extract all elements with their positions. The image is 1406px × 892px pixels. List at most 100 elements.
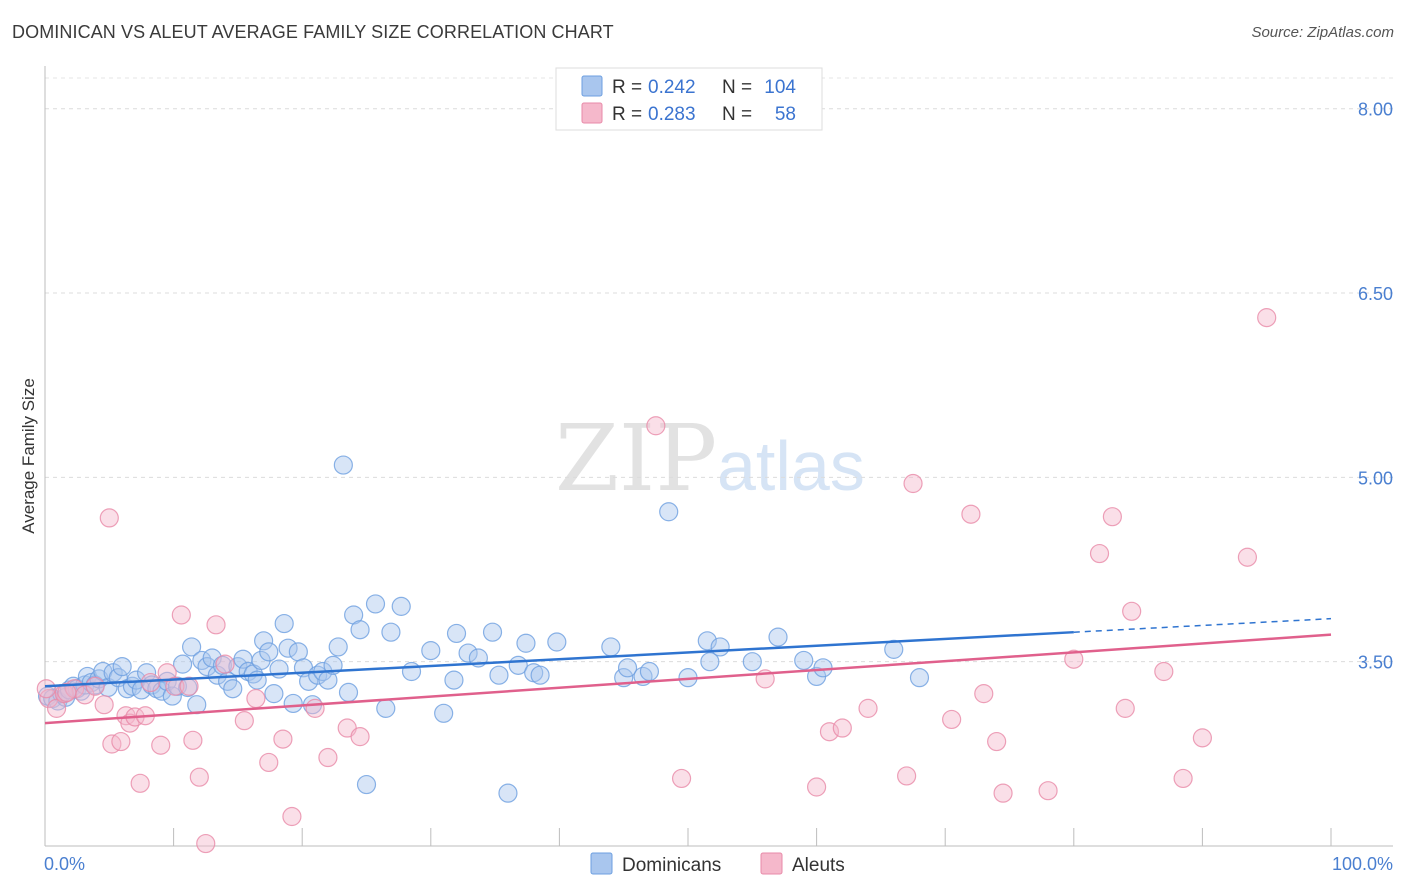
- legend-swatch-aleuts: [581, 102, 603, 124]
- dominicans-point-102: [884, 639, 904, 659]
- dominicans-point-98: [768, 627, 788, 647]
- series-aleuts: [36, 308, 1277, 854]
- legend-n-label-2: N =: [722, 104, 752, 125]
- watermark-atlas: atlas: [717, 427, 865, 505]
- aleuts-point-16: [151, 735, 171, 755]
- aleuts-point-60: [36, 679, 56, 699]
- dominicans-point-96: [710, 637, 730, 657]
- dominicans-point-83: [516, 633, 536, 653]
- aleuts-point-26: [234, 711, 254, 731]
- dominicans-point-37: [207, 665, 227, 685]
- dominicans-point-101: [813, 658, 833, 678]
- dominicans-point-97: [742, 652, 762, 672]
- dominicans-point-91: [639, 661, 660, 682]
- bottom-legend-label-dominicans: Dominicans: [622, 855, 721, 876]
- aleuts-point-32: [318, 747, 338, 768]
- dominicans-point-18: [112, 656, 132, 677]
- aleuts-point-30: [282, 806, 302, 827]
- aleuts-point-40: [832, 718, 852, 738]
- dominicans-trend-extension: [1073, 617, 1332, 633]
- dominicans-point-95: [700, 652, 720, 672]
- aleuts-point-41: [858, 698, 878, 718]
- aleuts-point-1: [46, 698, 67, 718]
- y-tick-label-3: 8.00: [1358, 100, 1393, 120]
- dominicans-point-48: [259, 642, 279, 662]
- bottom-legend-label-aleuts: Aleuts: [792, 855, 845, 876]
- axes: [44, 66, 1393, 847]
- legend-r-value-1: 0.242: [648, 77, 696, 98]
- dominicans-point-63: [333, 455, 353, 475]
- series-dominicans: [37, 455, 930, 803]
- aleuts-point-24: [206, 615, 226, 635]
- dominicans-point-33: [187, 695, 207, 715]
- dominicans-point-68: [365, 594, 386, 614]
- aleuts-point-58: [1237, 547, 1258, 567]
- legend-n-label-1: N =: [722, 77, 752, 98]
- dominicans-point-69: [376, 698, 396, 718]
- aleuts-point-47: [987, 731, 1007, 752]
- aleuts-point-50: [1064, 649, 1084, 669]
- aleuts-point-46: [974, 684, 994, 704]
- dominicans-point-73: [421, 641, 441, 661]
- aleuts-point-57: [1192, 728, 1213, 748]
- aleuts-point-15: [140, 672, 161, 693]
- dominicans-point-47: [254, 631, 274, 651]
- dominicans-point-99: [794, 650, 814, 671]
- aleuts-point-44: [942, 709, 962, 730]
- aleuts-point-19: [171, 605, 191, 625]
- dominicans-point-92: [659, 502, 679, 522]
- aleuts-point-48: [993, 783, 1013, 803]
- dominicans-point-87: [601, 637, 621, 657]
- zipatlas-watermark: ZIP atlas: [555, 405, 865, 512]
- y-tick-label-2: 6.50: [1358, 284, 1393, 304]
- dominicans-point-89: [617, 658, 638, 678]
- chart-title: DOMINICAN VS ALEUT AVERAGE FAMILY SIZE C…: [12, 22, 614, 42]
- dominicans-point-80: [489, 665, 509, 685]
- y-axis-title: Average Family Size: [19, 378, 38, 534]
- aleuts-point-18: [165, 676, 185, 696]
- aleuts-point-13: [130, 773, 150, 793]
- trend-lines: [44, 617, 1332, 725]
- dominicans-point-81: [498, 783, 518, 803]
- dominicans-point-64: [338, 682, 359, 703]
- aleuts-point-61: [57, 682, 77, 703]
- y-tick-label-0: 3.50: [1358, 653, 1393, 673]
- aleuts-point-21: [183, 730, 203, 750]
- aleuts-point-27: [246, 688, 266, 709]
- aleuts-point-36: [671, 768, 692, 789]
- aleuts-point-39: [819, 722, 840, 742]
- legend-n-value-2: 58: [775, 104, 796, 125]
- legend-r-label-2: R =: [612, 104, 642, 125]
- aleuts-point-6: [94, 695, 114, 715]
- stats-legend: R = 0.242 N = 104 R = 0.283 N = 58: [555, 67, 823, 131]
- dominicans-point-71: [391, 596, 411, 616]
- dominicans-point-32: [182, 637, 202, 657]
- dominicans-point-70: [381, 622, 401, 642]
- aleuts-point-20: [179, 676, 199, 696]
- legend-swatch-dominicans: [581, 75, 603, 97]
- dominicans-point-75: [444, 670, 464, 690]
- dominicans-point-86: [547, 632, 567, 652]
- dominicans-point-103: [909, 668, 930, 688]
- aleuts-point-25: [215, 654, 235, 674]
- aleuts-point-28: [259, 752, 279, 773]
- aleuts-point-49: [1038, 781, 1058, 801]
- legend-n-value-1: 104: [764, 77, 796, 98]
- bottom-legend-swatch-aleuts: [760, 852, 783, 875]
- dominicans-point-51: [274, 613, 294, 634]
- aleuts-point-22: [189, 767, 209, 787]
- dominicans-point-54: [288, 642, 308, 662]
- series-legend: Dominicans Aleuts: [590, 852, 845, 876]
- aleuts-point-29: [273, 729, 293, 749]
- dominicans-point-76: [446, 623, 467, 644]
- aleuts-point-9: [111, 731, 131, 752]
- dominicans-point-77: [458, 643, 478, 663]
- dominicans-point-62: [328, 637, 348, 657]
- dominicans-point-67: [356, 774, 377, 795]
- dominicans-point-52: [278, 638, 298, 658]
- legend-r-value-2: 0.283: [648, 104, 696, 125]
- dominicans-point-79: [482, 622, 503, 642]
- aleuts-point-38: [806, 777, 827, 797]
- dominicans-point-66: [350, 620, 370, 640]
